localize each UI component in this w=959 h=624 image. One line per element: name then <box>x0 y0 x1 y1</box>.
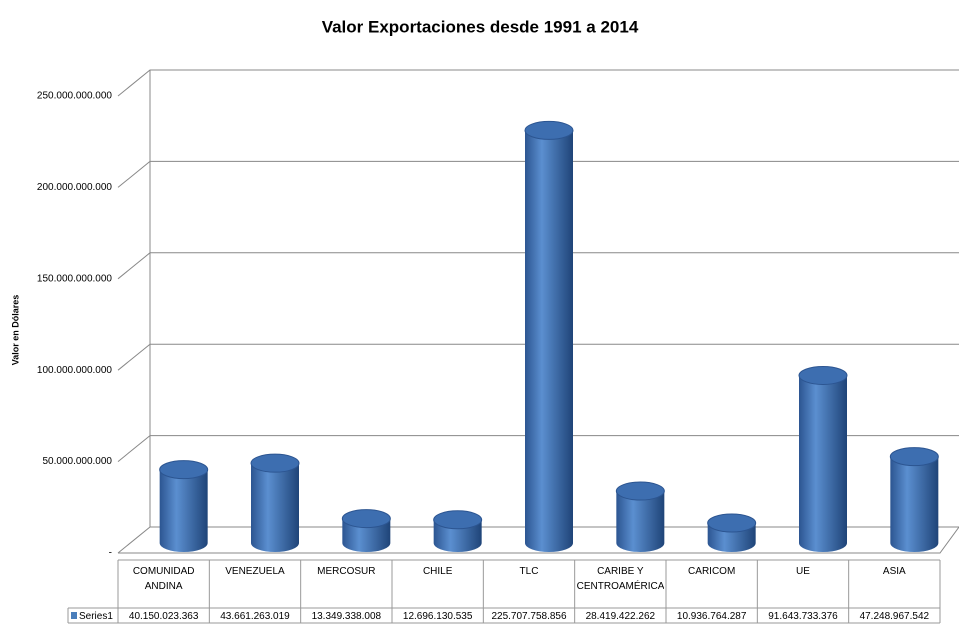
bar-top <box>524 120 574 140</box>
bar <box>889 447 939 552</box>
bar-body <box>342 518 391 552</box>
bar-body <box>525 130 573 552</box>
bar-body <box>616 491 665 552</box>
x-tick-label-box: COMUNIDAD ANDINA <box>132 566 195 592</box>
bar-top <box>889 447 939 467</box>
x-tick-label: VENEZUELA <box>225 566 285 577</box>
y-tick-label: - <box>109 548 112 559</box>
bar-top <box>341 509 391 529</box>
y-axis-label: Valor en Dólares <box>10 295 20 366</box>
legend-label: Series1 <box>79 611 113 622</box>
x-tick-label: COMUNIDAD ANDINA <box>132 566 195 592</box>
data-label: 28.419.422.262 <box>586 611 656 622</box>
bar <box>250 453 300 552</box>
data-label: 40.150.023.363 <box>129 611 199 622</box>
x-tick-label-box: MERCOSUR <box>317 566 376 577</box>
x-tick-label: UE <box>796 566 810 577</box>
bar-top <box>707 513 757 533</box>
x-tick-label-box: CARICOM <box>688 566 736 577</box>
x-tick-label: ASIA <box>882 566 906 577</box>
bar-body <box>251 463 299 552</box>
x-tick-label-box: UE <box>796 566 810 577</box>
bar <box>615 481 665 552</box>
x-tick-label: CHILE <box>422 566 453 577</box>
x-tick-label: CARIBE Y CENTROAMÉRICA <box>576 566 664 592</box>
bar-body <box>799 375 847 552</box>
bar-top <box>433 510 483 530</box>
bar <box>341 509 391 552</box>
bar <box>707 513 757 552</box>
bar-top <box>159 460 209 480</box>
legend-swatch <box>71 612 77 619</box>
x-tick-label: TLC <box>519 566 539 577</box>
data-label: 12.696.130.535 <box>403 611 473 622</box>
bar <box>524 120 574 552</box>
bar-body <box>159 469 208 552</box>
data-label: 43.661.263.019 <box>220 611 290 622</box>
x-tick-label: CARICOM <box>688 566 736 577</box>
x-tick-label-box: ASIA <box>882 566 906 577</box>
chart-title: Valor Exportaciones desde 1991 a 2014 <box>322 17 639 36</box>
y-tick-label: 150.000.000.000 <box>37 273 113 284</box>
data-label: 225.707.758.856 <box>491 611 567 622</box>
bar <box>159 460 209 552</box>
bar-top <box>250 453 300 473</box>
floor-edge <box>118 526 959 554</box>
x-tick-label-box: VENEZUELA <box>225 566 285 577</box>
y-tick-label: 250.000.000.000 <box>37 91 113 102</box>
data-label: 47.248.967.542 <box>860 611 930 622</box>
x-tick-label-box: CHILE <box>422 566 453 577</box>
y-tick-label: 200.000.000.000 <box>37 182 113 193</box>
x-tick-label-box: TLC <box>519 566 539 577</box>
x-tick-label-box: CARIBE Y CENTROAMÉRICA <box>576 566 664 592</box>
x-tick-label: MERCOSUR <box>317 566 376 577</box>
y-tick-label: 100.000.000.000 <box>37 365 113 376</box>
data-label: 10.936.764.287 <box>677 611 747 622</box>
bar-top <box>798 365 848 385</box>
grid-line <box>117 69 959 97</box>
bar-body <box>890 456 939 552</box>
data-label: 91.643.733.376 <box>768 611 838 622</box>
y-tick-label: 50.000.000.000 <box>42 456 112 467</box>
bar-top <box>615 481 665 501</box>
bar <box>798 365 848 552</box>
data-label: 13.349.338.008 <box>312 611 382 622</box>
bar <box>433 510 483 552</box>
